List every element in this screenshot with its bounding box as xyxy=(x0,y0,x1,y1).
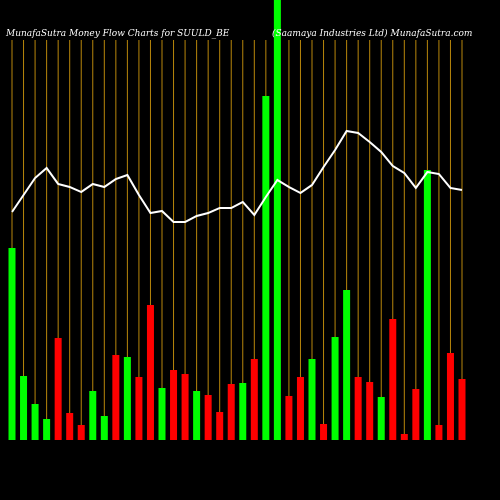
bar xyxy=(412,389,420,440)
bar xyxy=(193,391,201,440)
bar xyxy=(320,424,328,440)
bar xyxy=(458,379,466,440)
bar xyxy=(400,434,408,440)
bar xyxy=(43,419,51,440)
bar xyxy=(308,359,316,440)
bar xyxy=(273,0,281,440)
bar xyxy=(123,357,131,440)
bar xyxy=(262,96,270,440)
bar xyxy=(343,290,351,440)
bar xyxy=(331,337,339,440)
chart-title: MunafaSutra Money Flow Charts for SUULD_… xyxy=(5,29,230,39)
bar xyxy=(100,416,108,440)
bar xyxy=(77,425,85,440)
bar xyxy=(8,248,16,440)
bar xyxy=(31,404,39,440)
bar xyxy=(377,397,385,440)
chart-subtitle: (Saamaya Industries Ltd) MunafaSutra.com xyxy=(272,28,472,39)
bar xyxy=(227,384,235,440)
bar xyxy=(216,412,224,440)
bar xyxy=(435,425,443,440)
bar xyxy=(135,377,143,440)
bar xyxy=(366,382,374,440)
bar xyxy=(354,377,362,440)
bar xyxy=(446,353,454,440)
bar xyxy=(112,355,120,440)
bar xyxy=(146,305,154,440)
bar xyxy=(296,377,304,440)
bar xyxy=(170,370,178,440)
bar xyxy=(239,383,247,440)
bar xyxy=(66,413,74,440)
bar xyxy=(89,391,97,440)
bar xyxy=(389,319,397,440)
bar xyxy=(54,338,62,440)
bar xyxy=(204,395,212,440)
bar xyxy=(158,388,166,440)
bar xyxy=(285,396,293,440)
bar xyxy=(20,376,28,440)
bar xyxy=(250,359,258,440)
bar xyxy=(423,170,431,440)
money-flow-line xyxy=(11,129,463,223)
bar xyxy=(181,374,189,440)
